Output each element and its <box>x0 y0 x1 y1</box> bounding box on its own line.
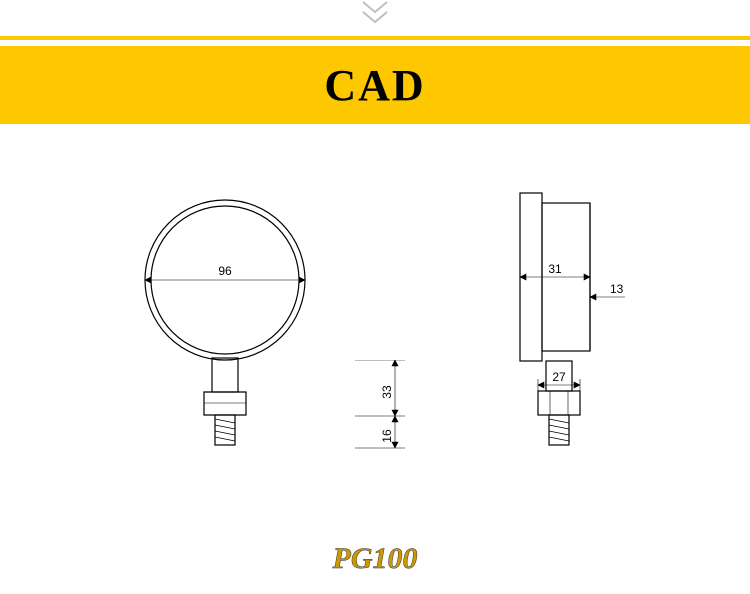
cad-drawing: 96 33 16 <box>0 160 750 534</box>
header-top-rule <box>0 36 750 40</box>
dim-stem-h: 33 <box>380 385 394 399</box>
front-view: 96 <box>130 185 330 510</box>
dim-hex-w: 27 <box>552 370 566 384</box>
dim-thread-h: 16 <box>380 429 394 443</box>
dim-bezel-step: 13 <box>610 282 624 296</box>
dim-body-w: 31 <box>548 262 562 276</box>
front-view-dims: 33 16 <box>355 360 435 485</box>
header-title: CAD <box>324 60 425 111</box>
model-label: PG100 <box>333 542 418 576</box>
dim-dial-dia: 96 <box>218 264 232 278</box>
header-banner: CAD <box>0 46 750 124</box>
header-chevron-icon <box>357 0 393 35</box>
side-view: 31 13 27 <box>460 185 680 510</box>
